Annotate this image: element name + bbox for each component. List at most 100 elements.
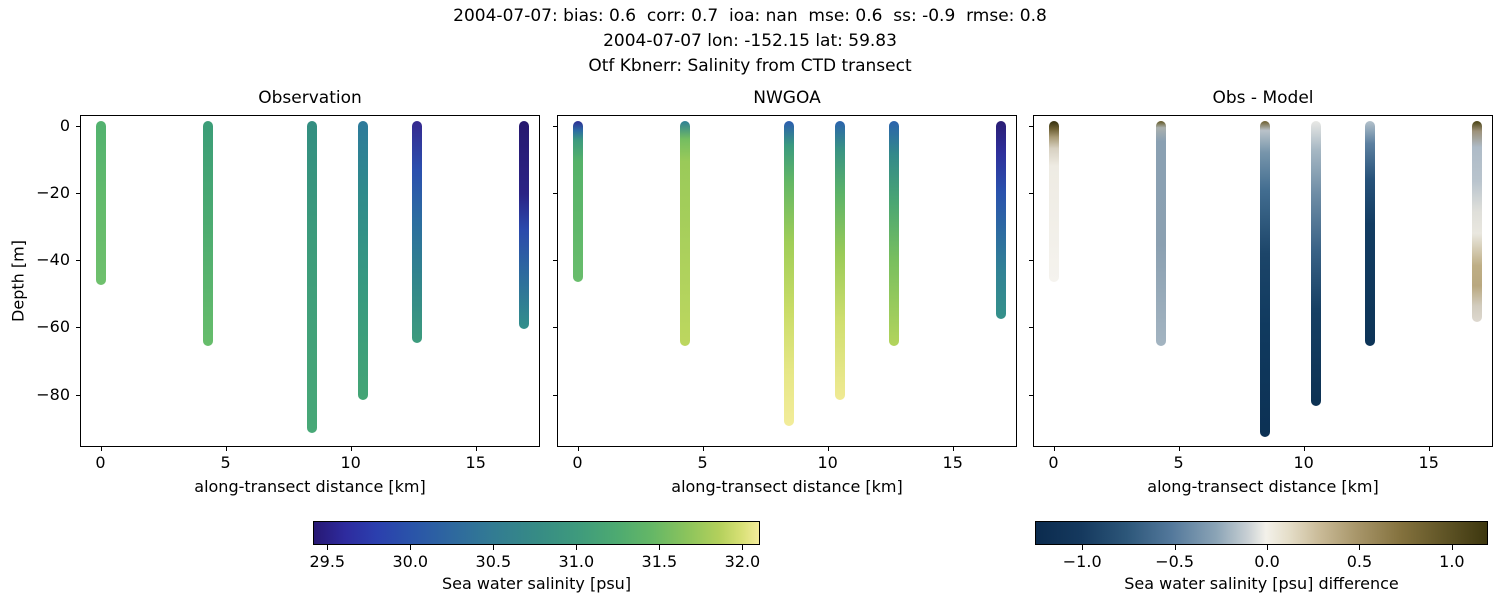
x-tick-mark: [1178, 447, 1180, 451]
colorbar-tick-label: 31.5: [641, 552, 678, 571]
y-tick-mark: [1029, 193, 1033, 195]
y-tick-mark: [553, 394, 557, 396]
colorbar-tick-mark: [1267, 545, 1269, 550]
colorbar-tick-mark: [410, 545, 412, 550]
y-tick-label: −60: [36, 317, 70, 337]
suptitle-location-line: 2004-07-07 lon: -152.15 lat: 59.83: [603, 31, 897, 51]
plot-area-nwgoa: [557, 115, 1017, 447]
profile-column: [519, 121, 530, 330]
x-tick-label: 15: [1418, 453, 1439, 472]
y-tick-mark: [76, 126, 80, 128]
x-tick-label: 0: [1048, 453, 1059, 472]
profile-column: [1472, 121, 1483, 323]
x-tick-label: 10: [340, 453, 361, 472]
panel-nwgoa: NWGOA along-transect distance [km] 0 5 10 1…: [553, 88, 1017, 520]
x-tick-label: 0: [572, 453, 583, 472]
profile-column: [1156, 121, 1167, 346]
suptitle-stats-line: 2004-07-07: bias: 0.6 corr: 0.7 ioa: nan…: [453, 6, 1047, 26]
profile-column: [888, 121, 899, 346]
y-tick-label: −20: [36, 183, 70, 203]
colorbar-tick-mark: [1082, 545, 1084, 550]
x-tick-label: 5: [697, 453, 708, 472]
colorbar-tick-label: 29.5: [309, 552, 346, 571]
colorbar-tick-mark: [576, 545, 578, 550]
y-tick-label: −40: [36, 250, 70, 270]
profile-column: [306, 121, 317, 434]
colorbar-tick-mark: [1359, 545, 1361, 550]
profile-column: [1048, 121, 1059, 283]
colorbar-tick-label: 0.0: [1254, 552, 1280, 571]
profile-column: [1364, 121, 1375, 346]
colorbar-tick-mark: [659, 545, 661, 550]
x-tick-mark: [952, 447, 954, 451]
profile-column: [358, 121, 369, 400]
plot-area-observation: [80, 115, 540, 447]
y-tick-mark: [76, 193, 80, 195]
x-axis-label: along-transect distance [km]: [671, 477, 903, 496]
panel-title-nwgoa: NWGOA: [753, 88, 821, 108]
profile-column: [835, 121, 846, 400]
y-tick-mark: [553, 260, 557, 262]
colorbar-tick-mark: [1451, 545, 1453, 550]
figure-suptitle: 2004-07-07: bias: 0.6 corr: 0.7 ioa: nan…: [0, 4, 1500, 79]
colorbar-tick-label: 30.0: [392, 552, 429, 571]
x-tick-label: 15: [942, 453, 963, 472]
profile-column: [411, 121, 422, 343]
profile-column: [203, 121, 214, 346]
colorbar-difference-label: Sea water salinity [psu] difference: [1124, 574, 1399, 593]
profile-column: [1311, 121, 1322, 407]
x-tick-label: 5: [220, 453, 231, 472]
y-tick-mark: [553, 193, 557, 195]
x-tick-mark: [475, 447, 477, 451]
x-tick-label: 15: [465, 453, 486, 472]
x-tick-mark: [577, 447, 579, 451]
y-tick-label: −80: [36, 384, 70, 404]
colorbar-tick-mark: [327, 545, 329, 550]
x-tick-mark: [100, 447, 102, 451]
colorbar-tick-label: 32.0: [724, 552, 761, 571]
colorbar-tick-mark: [493, 545, 495, 550]
y-tick-mark: [1029, 126, 1033, 128]
colorbar-tick-label: 31.0: [558, 552, 595, 571]
x-tick-label: 5: [1173, 453, 1184, 472]
colorbar-tick-label: 0.5: [1346, 552, 1373, 571]
y-tick-mark: [76, 327, 80, 329]
panel-title-observation: Observation: [258, 88, 362, 108]
colorbar-salinity: Sea water salinity [psu] 29.5 30.0 30.5 31.…: [309, 521, 760, 593]
x-tick-mark: [1303, 447, 1305, 451]
suptitle-dataset-line: Otf Kbnerr: Salinity from CTD transect: [588, 56, 912, 76]
x-tick-mark: [225, 447, 227, 451]
colorbar-tick-mark: [1174, 545, 1176, 550]
profile-column: [783, 121, 794, 427]
x-tick-mark: [350, 447, 352, 451]
colorbar-difference: Sea water salinity [psu] difference −1.0…: [1035, 521, 1488, 593]
x-axis-label: along-transect distance [km]: [1147, 477, 1379, 496]
x-tick-label: 0: [95, 453, 106, 472]
x-tick-mark: [1053, 447, 1055, 451]
panel-obs-minus-model: Obs - Model along-transect distance [km]…: [1029, 88, 1493, 520]
profile-column: [680, 121, 691, 346]
x-tick-label: 10: [1293, 453, 1314, 472]
colorbar-tick-label: 1.0: [1439, 552, 1465, 571]
colorbar-tick-label: −1.0: [1062, 552, 1102, 571]
profile-column: [1259, 121, 1270, 437]
y-tick-mark: [1029, 394, 1033, 396]
colorbar-tick-label: −0.5: [1155, 552, 1195, 571]
panel-observation: Observation along-transect distance [km]…: [9, 88, 540, 520]
profile-column: [572, 121, 583, 283]
x-axis-label: along-transect distance [km]: [194, 477, 426, 496]
y-tick-mark: [553, 126, 557, 128]
profile-column: [95, 121, 106, 286]
y-tick-mark: [76, 260, 80, 262]
y-tick-label: 0: [59, 116, 70, 136]
profile-column: [996, 121, 1007, 320]
y-tick-mark: [1029, 260, 1033, 262]
x-tick-mark: [702, 447, 704, 451]
y-tick-mark: [553, 327, 557, 329]
x-tick-mark: [827, 447, 829, 451]
colorbar-salinity-label: Sea water salinity [psu]: [441, 574, 632, 593]
panel-title-obs-minus-model: Obs - Model: [1212, 88, 1314, 108]
y-tick-mark: [76, 394, 80, 396]
x-tick-mark: [1428, 447, 1430, 451]
